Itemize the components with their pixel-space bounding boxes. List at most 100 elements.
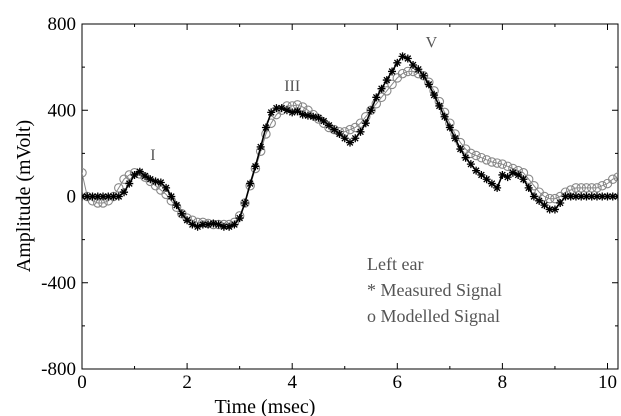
- modelled-point: [329, 124, 339, 135]
- measured-point: [545, 205, 554, 214]
- measured-point: [151, 177, 160, 186]
- modelled-point: [607, 174, 618, 185]
- measured-point: [582, 192, 591, 201]
- measured-point: [540, 201, 549, 210]
- modelled-point: [544, 193, 555, 204]
- measured-point: [204, 220, 213, 229]
- measured-point: [261, 123, 270, 132]
- y-tick-label: 0: [67, 187, 77, 208]
- measured-point: [435, 101, 444, 110]
- measured-point: [414, 65, 423, 74]
- measured-point: [135, 167, 144, 176]
- measured-point: [156, 178, 165, 187]
- measured-point: [598, 192, 607, 201]
- measured-point: [130, 170, 139, 179]
- legend: Left ear * Measured Signal o Modelled Si…: [367, 254, 502, 326]
- measured-point: [183, 216, 192, 225]
- modelled-point: [382, 86, 392, 96]
- measured-point: [419, 71, 428, 80]
- measured-point: [288, 108, 297, 117]
- measured-point: [324, 121, 333, 130]
- measured-point: [146, 175, 155, 184]
- measured-point: [267, 108, 276, 117]
- measured-point: [592, 192, 601, 201]
- measured-point: [177, 209, 186, 218]
- measured-point: [141, 172, 150, 181]
- modelled-point: [481, 155, 492, 165]
- measured-point: [235, 214, 244, 223]
- measured-point: [256, 142, 265, 151]
- measured-point: [487, 179, 496, 188]
- measured-point: [88, 192, 97, 201]
- measured-point: [377, 84, 386, 93]
- measured-point: [556, 198, 565, 207]
- series-layer: [82, 52, 618, 231]
- modelled-point: [571, 183, 581, 193]
- measured-point: [93, 192, 102, 201]
- legend-entry-measured: * Measured Signal: [367, 280, 502, 300]
- measured-point: [550, 205, 559, 214]
- legend-entry-modelled: o Modelled Signal: [367, 306, 500, 326]
- measured-point: [167, 192, 176, 201]
- measured-point: [587, 192, 596, 201]
- measured-point: [219, 222, 228, 231]
- measured-point: [99, 192, 108, 201]
- modelled-point: [592, 183, 602, 193]
- peak-label: V: [426, 35, 438, 52]
- measured-point: [524, 183, 533, 192]
- measured-point: [461, 153, 470, 162]
- y-axis-label: Amplitude (mVolt): [13, 120, 35, 272]
- measured-point: [83, 192, 92, 201]
- modelled-point: [466, 148, 476, 159]
- legend-title: Left ear: [367, 254, 423, 274]
- x-axis-label: Time (msec): [215, 396, 316, 416]
- measured-point: [172, 201, 181, 210]
- measured-point: [314, 113, 323, 122]
- modelled-point: [387, 79, 397, 90]
- measured-point: [388, 67, 397, 76]
- measured-point: [188, 220, 197, 229]
- modelled-point: [492, 158, 502, 168]
- measured-point: [162, 183, 171, 192]
- measured-point: [519, 175, 528, 184]
- measured-point: [398, 52, 407, 61]
- measured-point: [503, 173, 512, 182]
- measured-point: [214, 220, 223, 229]
- measured-point: [493, 183, 502, 192]
- measured-point: [571, 192, 580, 201]
- measured-point: [282, 106, 291, 115]
- measured-point: [603, 192, 612, 201]
- y-tick-label: -400: [41, 273, 76, 294]
- modelled-point: [114, 183, 124, 193]
- y-tick-label: -800: [41, 359, 76, 380]
- measured-point: [456, 145, 465, 154]
- measured-point: [409, 60, 418, 69]
- series-measured: [82, 52, 618, 231]
- measured-point: [482, 175, 491, 184]
- measured-point: [430, 91, 439, 100]
- measured-point: [577, 192, 586, 201]
- measured-point: [240, 198, 249, 207]
- measured-point: [104, 192, 113, 201]
- modelled-point: [539, 191, 550, 202]
- measured-point: [535, 196, 544, 205]
- measured-point: [198, 220, 207, 229]
- modelled-point: [403, 66, 413, 77]
- modelled-point: [497, 159, 508, 169]
- measured-point: [451, 134, 460, 143]
- x-tick-label: 0: [77, 372, 87, 393]
- measured-point: [445, 123, 454, 132]
- modelled-point: [550, 193, 560, 204]
- x-tick-label: 10: [598, 372, 617, 393]
- y-tick-label: 800: [48, 14, 77, 35]
- measured-point: [382, 76, 391, 85]
- modelled-point: [82, 168, 87, 178]
- measured-point: [346, 138, 354, 147]
- measured-point: [393, 58, 402, 67]
- measured-point: [566, 192, 575, 201]
- modelled-point: [240, 198, 250, 208]
- modelled-point: [397, 68, 408, 79]
- y-tick-label: 400: [48, 100, 77, 121]
- measured-point: [351, 134, 360, 143]
